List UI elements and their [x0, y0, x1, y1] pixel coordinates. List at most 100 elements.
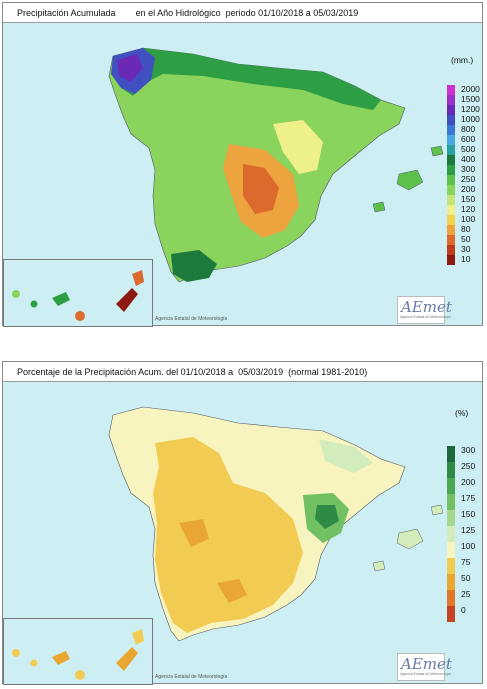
legend-label: 150: [461, 509, 476, 519]
legend-swatch: [447, 542, 455, 558]
dry-patch: [217, 579, 247, 603]
legend-label: 250: [461, 461, 476, 471]
logo-mark: AEmet: [401, 655, 452, 673]
legend-label: 1200: [461, 104, 480, 114]
legend-label: 25: [461, 589, 471, 599]
legend-label: 300: [461, 164, 476, 174]
legend-label: 400: [461, 154, 476, 164]
legend-item: 50: [447, 573, 487, 590]
legend-label: 150: [461, 194, 476, 204]
legend-item: 200: [447, 184, 487, 195]
legend-swatch: [447, 574, 455, 590]
aemet-logo: AEmet Agencia Estatal de Meteorología: [397, 296, 452, 324]
legend-label: 600: [461, 134, 476, 144]
legend-label: 1000: [461, 114, 480, 124]
legend-unit: (mm.): [451, 55, 474, 65]
legend-item: 125: [447, 525, 487, 542]
legend-swatch: [447, 606, 455, 622]
legend-label: 500: [461, 144, 476, 154]
panel-title: Porcentaje de la Precipitación Acum. del…: [3, 362, 482, 382]
panel-title-text: Porcentaje de la Precipitación Acum. del…: [17, 367, 368, 377]
legend-item: 30: [447, 244, 487, 255]
legend-label: 50: [461, 573, 471, 583]
legend-swatch: [447, 105, 455, 115]
legend-swatch: [447, 215, 455, 225]
legend-item: 25: [447, 589, 487, 606]
legend-swatch: [447, 590, 455, 606]
legend-swatch: [447, 446, 455, 462]
legend-item: 75: [447, 557, 487, 574]
legend-swatch: [447, 145, 455, 155]
legend-item: 1000: [447, 114, 487, 125]
panel-title: Precipitación Acumulada en el Año Hidrol…: [3, 3, 482, 23]
credit-text: Agencia Estatal de Meteorología: [155, 674, 228, 680]
legend-swatch: [447, 115, 455, 125]
legend-swatch: [447, 255, 455, 265]
legend-swatch: [447, 175, 455, 185]
legend-item: 80: [447, 224, 487, 235]
legend-label: 800: [461, 124, 476, 134]
canary-islands-inset: [3, 618, 153, 685]
legend-label: 200: [461, 184, 476, 194]
aemet-logo: AEmet Agencia Estatal de Meteorología: [397, 653, 452, 681]
logo-mark: AEmet: [401, 298, 452, 316]
legend-item: 100: [447, 541, 487, 558]
east-wetter-zone: [315, 505, 339, 529]
legend-unit: (%): [455, 408, 469, 418]
legend-label: 200: [461, 477, 476, 487]
panel-subtitle-text: en el Año Hidrológico periodo 01/10/2018…: [135, 8, 359, 18]
legend-swatch: [447, 478, 455, 494]
legend-item: 10: [447, 254, 487, 265]
legend-item: 400: [447, 154, 487, 165]
legend-label: 30: [461, 244, 471, 254]
legend-item: 175: [447, 493, 487, 510]
percentage-map: [108, 406, 444, 642]
balearic-islands: [372, 504, 444, 572]
precipitation-map: [108, 47, 444, 283]
legend-item: 100: [447, 214, 487, 225]
legend-item: 50: [447, 234, 487, 245]
canary-islands-map: [12, 629, 144, 680]
legend-label: 120: [461, 204, 476, 214]
legend-item: 120: [447, 204, 487, 215]
legend-label: 75: [461, 557, 471, 567]
legend-swatch: [447, 135, 455, 145]
legend-item: 1200: [447, 104, 487, 115]
legend-item: 2000: [447, 84, 487, 95]
precipitation-map-panel: Precipitación Acumulada en el Año Hidrol…: [2, 2, 483, 327]
legend-swatch: [447, 85, 455, 95]
legend-label: 100: [461, 214, 476, 224]
logo-subtext: Agencia Estatal de Meteorología: [400, 672, 451, 676]
legend-swatch: [447, 235, 455, 245]
panel-title-text: Precipitación Acumulada: [17, 8, 116, 18]
legend-label: 175: [461, 493, 476, 503]
legend-swatch: [447, 125, 455, 135]
legend-item: 250: [447, 461, 487, 478]
credit-text: Agencia Estatal de Meteorología: [155, 316, 228, 322]
legend-item: 0: [447, 605, 487, 622]
central-drier-zone: [243, 164, 279, 214]
legend-swatch: [447, 95, 455, 105]
legend-item: 800: [447, 124, 487, 135]
legend-label: 80: [461, 224, 471, 234]
logo-subtext: Agencia Estatal de Meteorología: [400, 315, 451, 319]
percentage-map-panel: Porcentaje de la Precipitación Acum. del…: [2, 361, 483, 685]
west-dry-zone: [153, 437, 303, 633]
legend-item: 1500: [447, 94, 487, 105]
legend-swatch: [447, 155, 455, 165]
legend-swatch: [447, 494, 455, 510]
legend-label: 10: [461, 254, 471, 264]
legend-swatch: [447, 510, 455, 526]
balearic-islands: [372, 145, 444, 213]
legend-label: 250: [461, 174, 476, 184]
legend-item: 250: [447, 174, 487, 185]
legend-item: 150: [447, 509, 487, 526]
galicia-core: [117, 54, 143, 82]
canary-islands-map: [12, 270, 144, 321]
legend-label: 50: [461, 234, 471, 244]
legend-label: 2000: [461, 84, 480, 94]
canary-islands-inset: [3, 259, 153, 327]
legend-label: 0: [461, 605, 466, 615]
east-transition-zone: [273, 120, 323, 174]
legend-swatch: [447, 245, 455, 255]
